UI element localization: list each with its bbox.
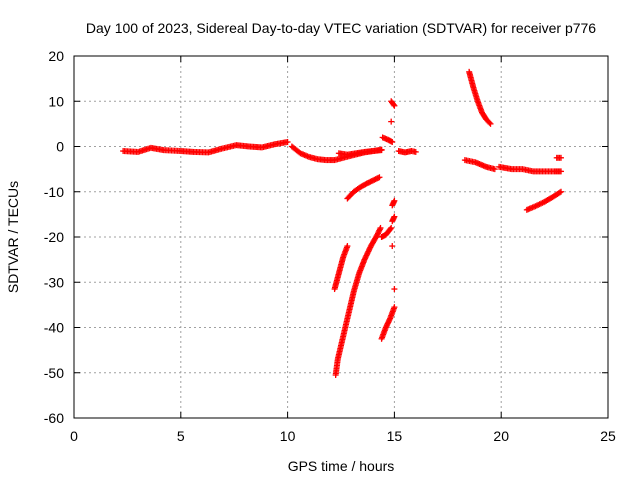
data-point [487,120,494,127]
x-tick-label: 5 [177,428,185,444]
data-point [391,213,398,220]
x-tick-label: 10 [280,428,296,444]
data-points [120,68,565,379]
y-tick-label: -30 [44,274,64,290]
data-point [387,226,394,233]
plot-frame [73,55,609,419]
x-axis-label: GPS time / hours [288,458,395,474]
y-tick-label: 0 [56,139,64,155]
data-point [376,174,383,181]
y-tick-label: -20 [44,229,64,245]
data-point [389,243,396,250]
data-point [391,304,398,311]
chart-title: Day 100 of 2023, Sidereal Day-to-day VTE… [86,20,596,36]
data-point [344,243,351,250]
data-point [391,286,398,293]
y-axis-label: SDTVAR / TECUs [5,181,21,293]
data-point [388,118,395,125]
data-point [284,138,291,145]
data-point [388,224,395,231]
y-tick-label: -60 [44,410,64,426]
data-point [391,102,398,109]
data-point [390,101,397,108]
y-tick-label: 20 [48,48,64,64]
x-tick-label: 0 [70,428,78,444]
data-point [491,166,498,173]
y-tick-label: -10 [44,184,64,200]
grid-lines [74,56,608,418]
axis-ticks: 0 5 10 15 20 25 -60 -50 -40 -30 -20 -10 0 10 20 [44,48,616,444]
y-tick-label: -40 [44,320,64,336]
x-tick-label: 20 [493,428,509,444]
data-point [378,146,385,153]
data-point [558,168,565,175]
data-point [486,119,493,126]
data-point [558,154,565,161]
data-point [412,148,419,155]
data-point [389,138,396,145]
x-tick-label: 15 [387,428,403,444]
data-point [558,188,565,195]
y-tick-label: 10 [48,93,64,109]
y-tick-label: -50 [44,365,64,381]
data-point [391,197,398,204]
data-point [556,189,563,196]
x-tick-label: 25 [600,428,616,444]
data-point [377,224,384,231]
